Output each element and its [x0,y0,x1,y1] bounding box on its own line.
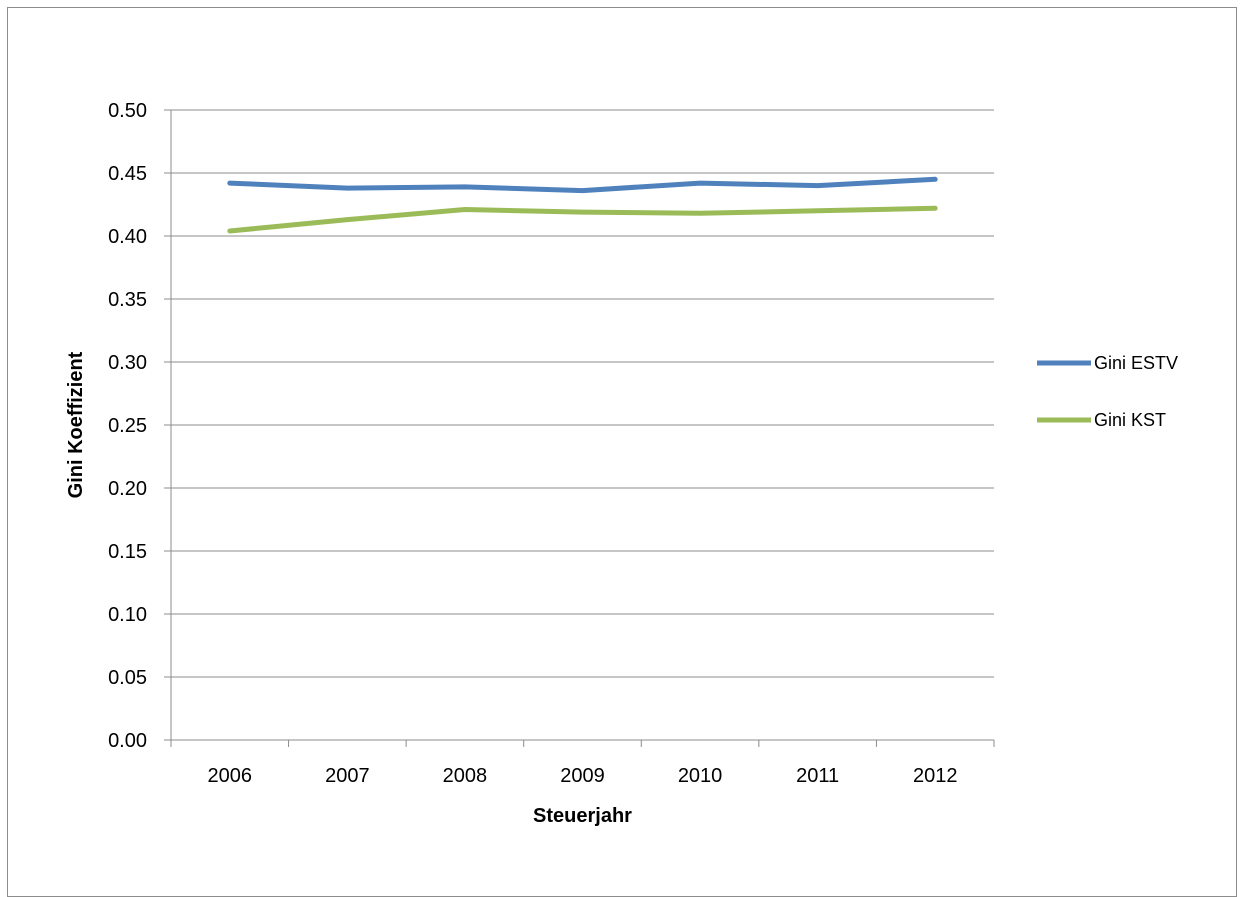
y-tick-label: 0.15 [108,541,147,563]
series-line [227,205,938,234]
chart-frame [7,7,1237,897]
y-axis-ticks: 0.00 0.05 0.10 0.15 0.20 0.25 0.30 0.35 0.40 0.45… [108,100,171,752]
y-tick-label: 0.45 [108,163,147,185]
y-axis-title: Gini Koeffizient [65,351,87,498]
legend: Gini ESTV Gini KST [1037,353,1178,430]
legend-label: Gini KST [1094,410,1166,430]
series-line [227,176,938,194]
gridlines [171,109,994,678]
legend-label: Gini ESTV [1094,353,1178,373]
x-tick-label: 2012 [913,765,958,787]
y-tick-label: 0.50 [108,100,147,122]
x-axis-ticks: 2006 2007 2008 2009 2010 2011 2012 [170,740,995,787]
x-tick-label: 2008 [443,765,488,787]
y-tick-label: 0.00 [108,730,147,752]
x-axis-title: Steuerjahr [533,805,632,827]
y-tick-label: 0.40 [108,226,147,248]
x-tick-label: 2010 [678,765,723,787]
series-lines [227,176,938,234]
y-tick-label: 0.35 [108,289,147,311]
x-tick-label: 2011 [796,765,839,787]
x-tick-label: 2006 [208,765,253,787]
y-tick-label: 0.05 [108,667,147,689]
x-tick-label: 2009 [560,765,605,787]
y-tick-label: 0.10 [108,604,147,626]
y-tick-label: 0.30 [108,352,147,374]
y-tick-label: 0.20 [108,478,147,500]
x-tick-label: 2007 [325,765,370,787]
y-tick-label: 0.25 [108,415,147,437]
